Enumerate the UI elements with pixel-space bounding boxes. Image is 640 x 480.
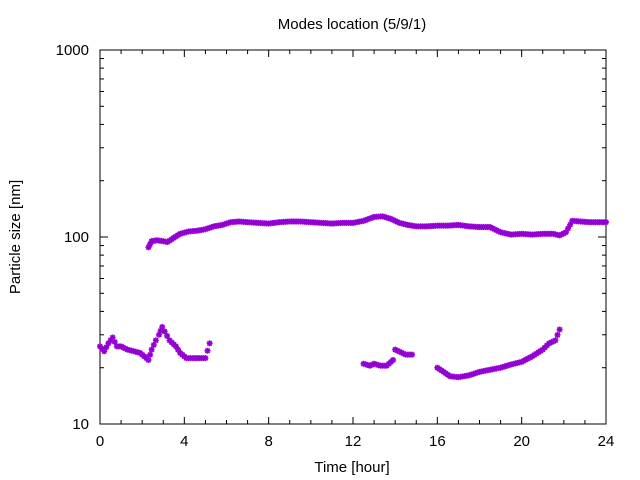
y-tick-label: 10 — [72, 416, 89, 433]
chart-title: Modes location (5/9/1) — [278, 16, 426, 33]
x-axis-label: Time [hour] — [314, 459, 389, 476]
y-tick-label: 1000 — [56, 42, 89, 59]
data-point — [409, 352, 415, 358]
x-tick-label: 20 — [513, 433, 530, 450]
data-point — [555, 332, 561, 338]
data-point — [147, 352, 153, 358]
x-tick-label: 24 — [598, 433, 615, 450]
data-point — [205, 348, 211, 354]
y-tick-label: 100 — [64, 229, 89, 246]
x-tick-label: 16 — [429, 433, 446, 450]
x-tick-label: 8 — [264, 433, 272, 450]
y-axis-label: Particle size [nm] — [7, 180, 24, 294]
chart: Modes location (5/9/1) 0 4 8 12 16 20 24 10 100 1… — [0, 0, 640, 480]
data-point — [603, 219, 609, 225]
x-tick-label: 12 — [345, 433, 362, 450]
data-point — [557, 327, 563, 333]
data-point — [207, 340, 213, 346]
data-point — [145, 357, 151, 363]
data-point — [552, 337, 558, 343]
x-tick-label: 0 — [96, 433, 104, 450]
data-point — [153, 337, 159, 343]
data-point — [202, 355, 208, 361]
x-tick-label: 4 — [180, 433, 188, 450]
data-point — [390, 357, 396, 363]
